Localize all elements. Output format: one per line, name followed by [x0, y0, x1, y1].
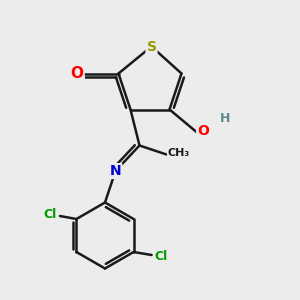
- Text: S: S: [146, 40, 157, 53]
- Text: H: H: [220, 112, 230, 125]
- Text: Cl: Cl: [154, 250, 168, 263]
- Text: O: O: [197, 124, 209, 137]
- Text: CH₃: CH₃: [168, 148, 190, 158]
- Text: Cl: Cl: [44, 208, 57, 221]
- Text: O: O: [70, 66, 84, 81]
- Text: N: N: [110, 164, 121, 178]
